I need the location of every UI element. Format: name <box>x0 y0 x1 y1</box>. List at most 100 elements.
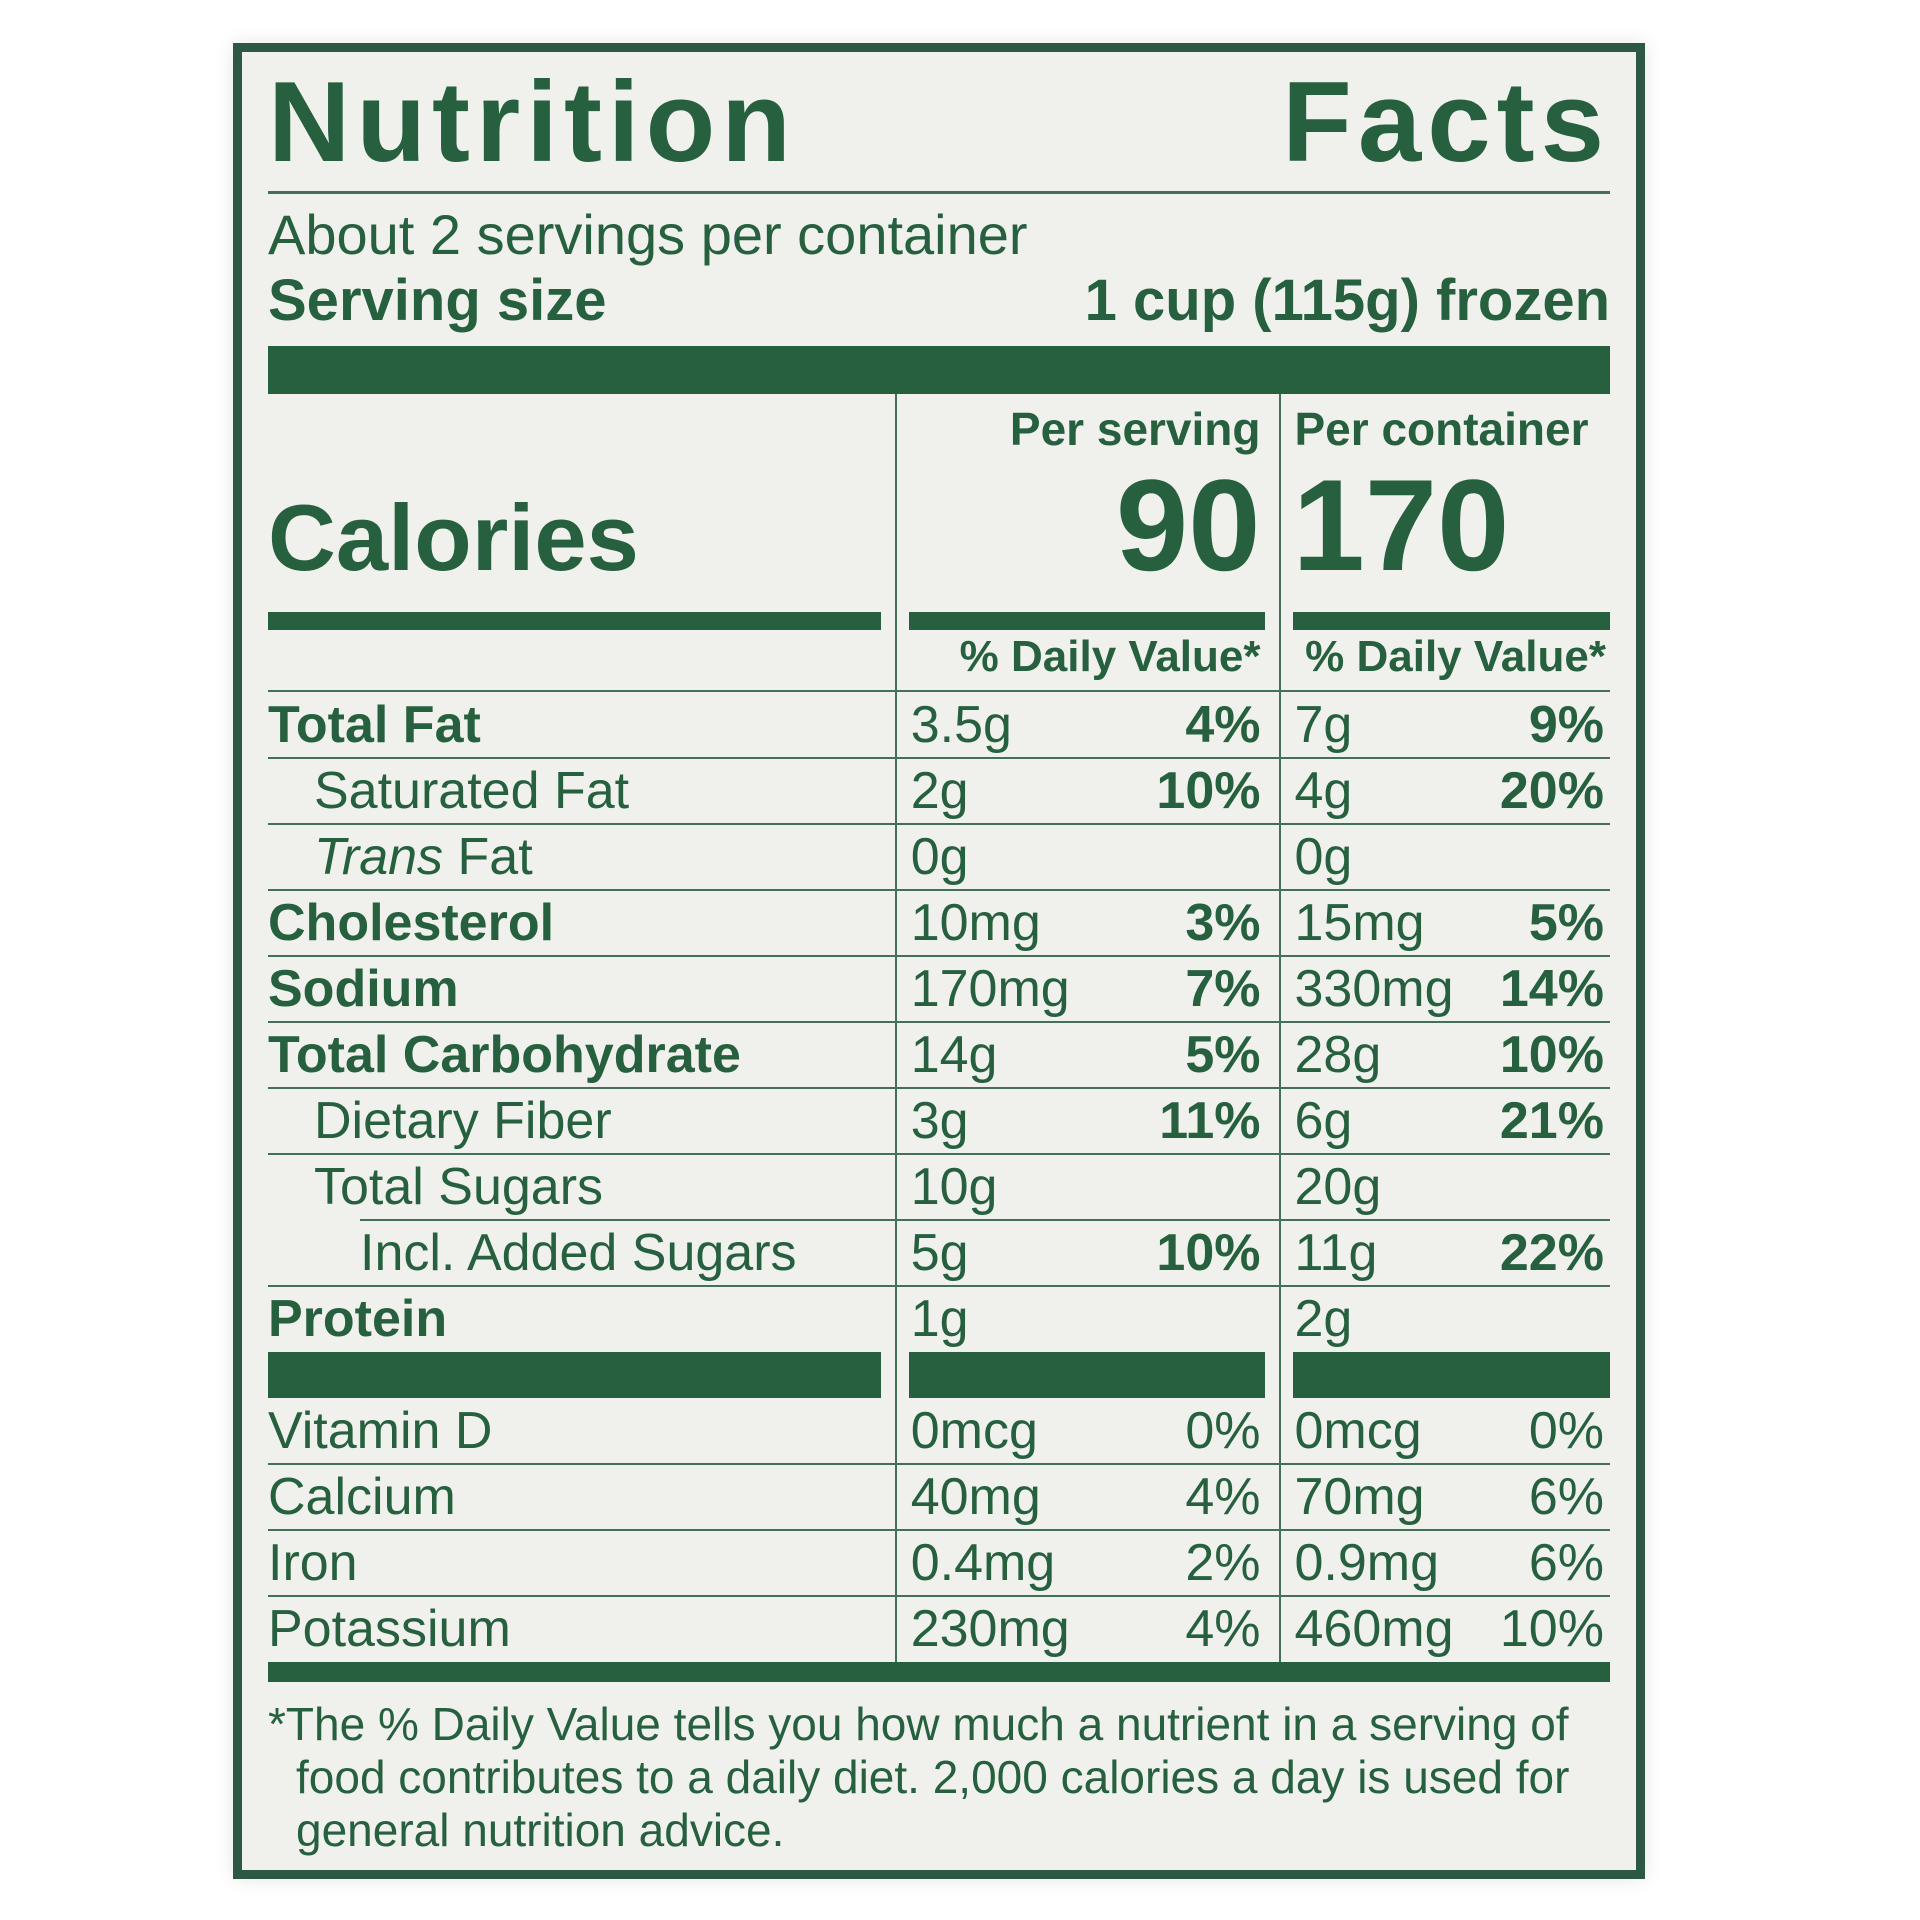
per-container-amount: 0mcg <box>1294 1401 1422 1460</box>
thick-divider-bar-top <box>268 345 1610 394</box>
per-serving-daily-value: 0% <box>1185 1401 1261 1460</box>
per-container-amount: 0g <box>1294 827 1353 886</box>
per-serving-daily-value: 4% <box>1185 695 1261 754</box>
row-separator <box>268 1086 1610 1089</box>
nutrient-row: Total Carbohydrate 14g 5% 28g 10% <box>268 1020 1610 1088</box>
nutrient-name: Incl. Added Sugars <box>360 1223 797 1282</box>
nutrient-name: Protein <box>268 1289 448 1348</box>
row-separator <box>268 888 1610 891</box>
section-divider-bars <box>268 1351 1610 1398</box>
per-serving-amount: 14g <box>910 1025 998 1084</box>
per-container-daily-value: 14% <box>1499 959 1604 1018</box>
per-container-daily-value: 10% <box>1499 1025 1604 1084</box>
nutrient-row: Trans Fat 0g 0g <box>268 822 1610 890</box>
nutrient-row: Sodium 170mg 7% 330mg 14% <box>268 954 1610 1022</box>
per-container-amount: 11g <box>1294 1223 1378 1282</box>
per-serving-amount: 230mg <box>910 1599 1070 1658</box>
calories-row: Calories 90 170 <box>268 460 1610 604</box>
nutrient-name: Total Sugars <box>314 1157 604 1216</box>
nutrient-name: Calcium <box>268 1467 456 1526</box>
nutrient-name: Potassium <box>268 1599 511 1658</box>
nutrient-row: Incl. Added Sugars 5g 10% 11g 22% <box>268 1218 1610 1286</box>
per-container-amount: 28g <box>1294 1025 1382 1084</box>
row-separator <box>268 822 1610 825</box>
per-container-amount: 6g <box>1294 1091 1353 1150</box>
nutrient-name: Fat <box>443 827 533 886</box>
nutrient-name: Iron <box>268 1533 358 1592</box>
per-container-amount: 330mg <box>1294 959 1454 1018</box>
per-serving-amount: 10g <box>910 1157 998 1216</box>
per-container-daily-value: 0% <box>1528 1401 1604 1460</box>
per-container-amount: 2g <box>1294 1289 1353 1348</box>
per-serving-daily-value: 5% <box>1185 1025 1261 1084</box>
per-container-amount: 4g <box>1294 761 1353 820</box>
per-serving-daily-value: 7% <box>1185 959 1261 1018</box>
per-serving-daily-value: 4% <box>1185 1599 1261 1658</box>
per-container-amount: 460mg <box>1294 1599 1454 1658</box>
column-divider-1 <box>894 393 897 1662</box>
title-divider <box>268 190 1610 194</box>
nutrient-name: Dietary Fiber <box>314 1091 612 1150</box>
column-divider-2 <box>1278 393 1281 1662</box>
per-serving-amount: 5g <box>910 1223 969 1282</box>
per-serving-daily-value: 3% <box>1185 893 1261 952</box>
bar-segment <box>908 611 1265 630</box>
per-serving-amount: 40mg <box>910 1467 1041 1526</box>
row-separator <box>360 1218 1610 1221</box>
per-serving-amount: 0.4mg <box>910 1533 1056 1592</box>
nutrient-row: Cholesterol 10mg 3% 15mg 5% <box>268 888 1610 956</box>
per-container-daily-value: 22% <box>1499 1223 1604 1282</box>
bar-segment <box>908 1351 1265 1398</box>
row-separator <box>268 954 1610 957</box>
daily-value-header-row: % Daily Value* % Daily Value* <box>268 630 1610 692</box>
per-container-amount: 70mg <box>1294 1467 1425 1526</box>
per-container-daily-value: 21% <box>1499 1091 1604 1150</box>
per-serving-amount: 1g <box>910 1289 969 1348</box>
bar-segment <box>268 611 881 630</box>
row-separator <box>268 1020 1610 1023</box>
calories-per-container-value: 170 <box>1292 451 1510 598</box>
serving-size-row: Serving size 1 cup (115g) frozen <box>268 267 1610 333</box>
label-title: Nutrition Facts <box>268 59 1610 186</box>
bar-segment <box>268 1351 881 1398</box>
per-serving-amount: 170mg <box>910 959 1070 1018</box>
italic-name-prefix: Trans <box>314 827 444 886</box>
nutrient-row: Potassium 230mg 4% 460mg 10% <box>268 1594 1610 1662</box>
bar-segment <box>1292 611 1610 630</box>
nutrient-row: Total Sugars 10g 20g <box>268 1152 1610 1220</box>
daily-value-footnote: *The % Daily Value tells you how much a … <box>268 1697 1570 1856</box>
row-separator <box>268 1528 1610 1531</box>
per-serving-amount: 3g <box>910 1091 969 1150</box>
nutrient-row: Saturated Fat 2g 10% 4g 20% <box>268 756 1610 824</box>
nutrient-rows: Total Fat 3.5g 4% 7g 9% Saturated Fat 2g 10… <box>268 692 1610 1352</box>
per-container-amount: 7g <box>1294 695 1353 754</box>
per-container-amount: 20g <box>1294 1157 1382 1216</box>
nutrient-row: Total Fat 3.5g 4% 7g 9% <box>268 692 1610 758</box>
per-serving-header: Per serving <box>1009 402 1261 455</box>
per-serving-daily-value: 10% <box>1156 1223 1261 1282</box>
per-container-header: Per container <box>1294 402 1589 455</box>
nutrient-row: Dietary Fiber 3g 11% 6g 21% <box>268 1086 1610 1154</box>
per-container-daily-value: 20% <box>1499 761 1604 820</box>
per-container-amount: 0.9mg <box>1294 1533 1440 1592</box>
nutrient-row: Vitamin D 0mcg 0% 0mcg 0% <box>268 1398 1610 1464</box>
serving-size-value: 1 cup (115g) frozen <box>1084 267 1610 333</box>
per-serving-amount: 0g <box>910 827 969 886</box>
nutrition-facts-label: Nutrition Facts About 2 servings per con… <box>233 43 1645 1879</box>
nutrient-row: Calcium 40mg 4% 70mg 6% <box>268 1462 1610 1530</box>
calories-underline-bars <box>268 611 1610 630</box>
nutrient-name: Saturated Fat <box>314 761 630 820</box>
per-serving-daily-value: 4% <box>1185 1467 1261 1526</box>
row-separator <box>268 1594 1610 1597</box>
per-container-daily-value: 10% <box>1499 1599 1604 1658</box>
per-serving-amount: 3.5g <box>910 695 1012 754</box>
nutrient-row: Iron 0.4mg 2% 0.9mg 6% <box>268 1528 1610 1596</box>
per-serving-daily-value: 11% <box>1159 1091 1261 1150</box>
nutrient-name: Total Carbohydrate <box>268 1025 741 1084</box>
per-container-daily-value: 9% <box>1528 695 1604 754</box>
per-container-amount: 15mg <box>1294 893 1425 952</box>
calories-per-serving-value: 90 <box>1115 451 1261 598</box>
row-separator <box>268 756 1610 759</box>
row-separator <box>268 1152 1610 1155</box>
per-container-dv-header: % Daily Value* <box>1305 631 1606 681</box>
